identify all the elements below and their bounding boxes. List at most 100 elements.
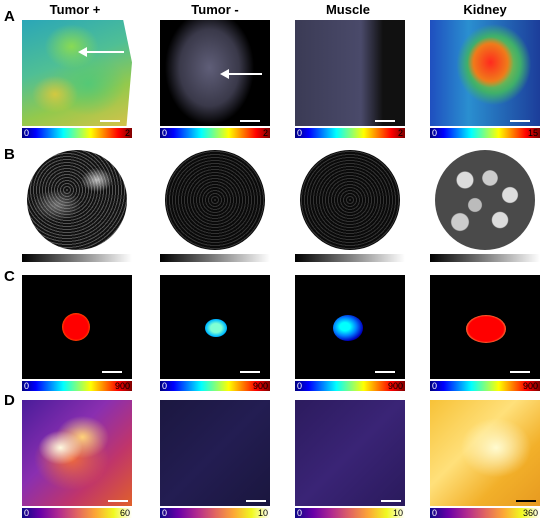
colorbar <box>22 128 132 138</box>
colorbar <box>22 508 132 518</box>
colorbar <box>295 381 405 391</box>
grayscale-bar <box>160 254 270 262</box>
signal-spot <box>205 319 227 337</box>
colorbar-min: 0 <box>432 381 438 391</box>
pet-image <box>430 20 540 126</box>
column-title-muscle: Muscle <box>325 2 371 17</box>
signal-spot <box>333 315 363 341</box>
colorbar-min: 0 <box>162 381 168 391</box>
colorbar <box>430 381 540 391</box>
row-label-d: D <box>4 392 15 409</box>
microscopy-image <box>27 150 127 250</box>
fluorescence-image <box>22 400 132 506</box>
colorbar <box>295 508 405 518</box>
scale-bar <box>381 500 401 502</box>
colorbar-max: 360 <box>522 508 538 518</box>
colorbar-max: 2 <box>262 128 268 138</box>
panel-c-tumor-pos: 0 900 <box>22 275 132 391</box>
microscopy-image <box>300 150 400 250</box>
signal-spot <box>466 315 506 343</box>
scale-bar <box>516 500 536 502</box>
pet-image <box>295 20 405 126</box>
panel-d-kidney: 0 360 <box>430 400 540 518</box>
column-title-kidney: Kidney <box>463 2 507 17</box>
fluorescence-image <box>295 275 405 379</box>
scale-bar <box>256 250 264 252</box>
colorbar-max: 10 <box>392 508 403 518</box>
grayscale-bar <box>295 254 405 262</box>
fluorescence-image <box>430 400 540 506</box>
column-title-tumor-pos: Tumor + <box>49 2 101 17</box>
panel-b-kidney <box>430 148 540 266</box>
colorbar-min: 0 <box>24 381 30 391</box>
panel-d-tumor-pos: 0 60 <box>22 400 132 518</box>
colorbar-min: 0 <box>432 128 438 138</box>
colorbar <box>430 128 540 138</box>
panel-a-tumor-neg: 0 2 <box>160 20 270 138</box>
colorbar-max: 10 <box>257 508 268 518</box>
colorbar-max: 2 <box>397 128 403 138</box>
scale-bar <box>375 371 395 373</box>
scale-bar <box>510 120 530 122</box>
scale-bar <box>510 371 530 373</box>
fluorescence-image <box>430 275 540 379</box>
microscopy-image <box>435 150 535 250</box>
scale-bar <box>246 500 266 502</box>
panel-c-muscle: 0 900 <box>295 275 405 391</box>
pet-image <box>22 20 132 126</box>
colorbar-max: 900 <box>114 381 130 391</box>
grayscale-bar <box>430 254 540 262</box>
scale-bar <box>108 500 128 502</box>
colorbar <box>160 508 270 518</box>
arrow-left-icon <box>78 47 124 57</box>
colorbar-min: 0 <box>24 128 30 138</box>
microscopy-image <box>165 150 265 250</box>
colorbar-min: 0 <box>297 381 303 391</box>
fluorescence-image <box>160 400 270 506</box>
scale-bar <box>526 250 534 252</box>
colorbar <box>295 128 405 138</box>
row-label-b: B <box>4 146 15 163</box>
signal-spot <box>62 313 90 341</box>
panel-b-tumor-pos <box>22 148 132 266</box>
colorbar-min: 0 <box>297 128 303 138</box>
colorbar-min: 0 <box>297 508 303 518</box>
scale-bar <box>391 250 399 252</box>
scale-bar <box>118 250 126 252</box>
panel-a-kidney: 0 15 <box>430 20 540 138</box>
panel-d-muscle: 0 10 <box>295 400 405 518</box>
arrow-left-icon <box>220 69 262 79</box>
colorbar <box>160 381 270 391</box>
colorbar-max: 900 <box>387 381 403 391</box>
colorbar-max: 15 <box>527 128 538 138</box>
panel-d-tumor-neg: 0 10 <box>160 400 270 518</box>
scale-bar <box>240 371 260 373</box>
colorbar-min: 0 <box>162 128 168 138</box>
colorbar-min: 0 <box>24 508 30 518</box>
fluorescence-image <box>160 275 270 379</box>
scale-bar <box>102 371 122 373</box>
panel-b-tumor-neg <box>160 148 270 266</box>
colorbar-max: 2 <box>124 128 130 138</box>
scale-bar <box>375 120 395 122</box>
colorbar-max: 60 <box>119 508 130 518</box>
scale-bar <box>240 120 260 122</box>
scale-bar <box>100 120 120 122</box>
column-title-tumor-neg: Tumor - <box>191 2 239 17</box>
colorbar-min: 0 <box>432 508 438 518</box>
panel-c-tumor-neg: 0 900 <box>160 275 270 391</box>
grayscale-bar <box>22 254 132 262</box>
panel-a-tumor-pos: 0 2 <box>22 20 132 138</box>
row-label-a: A <box>4 8 15 25</box>
fluorescence-image <box>295 400 405 506</box>
panel-c-kidney: 0 900 <box>430 275 540 391</box>
colorbar <box>430 508 540 518</box>
colorbar <box>160 128 270 138</box>
panel-a-muscle: 0 2 <box>295 20 405 138</box>
fluorescence-image <box>22 275 132 379</box>
colorbar <box>22 381 132 391</box>
panel-b-muscle <box>295 148 405 266</box>
row-label-c: C <box>4 268 15 285</box>
colorbar-min: 0 <box>162 508 168 518</box>
colorbar-max: 900 <box>252 381 268 391</box>
